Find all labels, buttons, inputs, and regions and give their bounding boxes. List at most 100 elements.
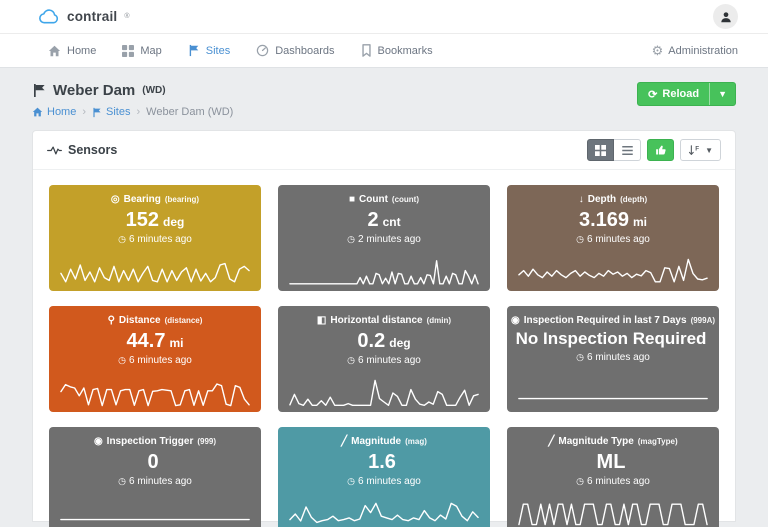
cloud-icon [39, 9, 59, 24]
user-avatar[interactable] [713, 4, 738, 29]
list-icon [621, 145, 633, 155]
site-name: Weber Dam [53, 82, 136, 99]
sensor-card-bearing[interactable]: ◎ Bearing (bearing) 152 deg ◷ 6 minutes ago [49, 185, 261, 291]
sensor-value: 152 [125, 209, 160, 231]
sensor-card-inspection-required[interactable]: ◉ Inspection Required in last 7 Days (999A… [507, 306, 719, 412]
svg-text:F: F [695, 145, 699, 152]
flag-icon [34, 84, 45, 97]
gauge-icon [256, 44, 269, 57]
sensor-value: 1.6 [368, 451, 396, 473]
nav-item-dashboards[interactable]: Dashboards [256, 44, 335, 57]
refresh-icon: ⟳ [648, 88, 658, 101]
top-bar: contrail ® [0, 0, 768, 34]
clock-icon: ◷ [347, 476, 356, 486]
clock-icon: ◷ [118, 355, 127, 365]
panel-title: Sensors [47, 143, 117, 157]
sensor-card-horizontal-distance[interactable]: ◧ Horizontal distance (dmin) 0.2 deg ◷ 6 min… [278, 306, 490, 412]
clock-icon: ◷ [576, 351, 585, 362]
reload-button[interactable]: ⟳ Reload ▼ [637, 82, 736, 106]
nav-item-sites[interactable]: Sites [188, 44, 230, 57]
sparkline-chart [288, 256, 480, 288]
sensor-unit: mi [633, 215, 648, 229]
site-code: (WD) [142, 85, 166, 96]
sparkline-chart [517, 377, 709, 409]
gear-icon: ⚙ [651, 43, 664, 58]
clock-icon: ◷ [576, 476, 585, 486]
nav-item-administration[interactable]: ⚙ Administration [651, 43, 738, 58]
sensor-value: 0.2 [357, 330, 386, 352]
clock-icon: ◷ [118, 476, 127, 486]
grid-icon [595, 144, 607, 156]
sensor-unit: cnt [382, 215, 401, 229]
sensor-value: 44.7 [126, 330, 166, 352]
person-icon [720, 11, 731, 22]
list-view-button[interactable] [614, 139, 642, 161]
nav-item-home[interactable]: Home [48, 45, 96, 57]
dot-circle-icon: ◉ [511, 314, 520, 326]
sort-icon: F [688, 144, 699, 155]
last-updated: 6 minutes ago [587, 234, 650, 245]
activity-icon [47, 145, 62, 155]
page-title: Weber Dam (WD) [32, 82, 233, 99]
bookmark-icon [361, 44, 371, 57]
last-updated: 6 minutes ago [358, 476, 421, 487]
home-icon [48, 45, 61, 56]
nav-item-map[interactable]: Map [122, 44, 162, 57]
breadcrumb-current: Weber Dam (WD) [146, 106, 234, 118]
sensor-card-depth[interactable]: ↓ Depth (depth) 3.169 mi ◷ 6 minutes ago [507, 185, 719, 291]
sensor-value: 0 [147, 451, 159, 473]
clock-icon: ◷ [118, 234, 127, 244]
breadcrumb-separator: › [82, 106, 87, 118]
breadcrumb-home[interactable]: Home [32, 106, 76, 118]
sparkline-chart [288, 377, 480, 409]
sensor-grid: ◎ Bearing (bearing) 152 deg ◷ 6 minutes ago … [33, 170, 735, 527]
thumbs-up-icon [655, 145, 666, 155]
sensor-card-distance[interactable]: ⚲ Distance (distance) 44.7 mi ◷ 6 minutes ag… [49, 306, 261, 412]
sensor-unit: mi [169, 336, 184, 350]
reload-dropdown-caret[interactable]: ▼ [709, 83, 735, 105]
sensor-card-inspection-trigger[interactable]: ◉ Inspection Trigger (999) 0 ◷ 6 minutes ag… [49, 427, 261, 527]
sensor-unit: deg [389, 336, 411, 350]
last-updated: 2 minutes ago [358, 234, 421, 245]
map-icon [122, 44, 135, 57]
sort-dropdown-button[interactable]: F ▼ [680, 139, 721, 161]
last-updated: 6 minutes ago [129, 234, 192, 245]
slash-icon: ╱ [548, 435, 555, 447]
sensor-card-magnitude[interactable]: ╱ Magnitude (mag) 1.6 ◷ 6 minutes ago [278, 427, 490, 527]
sparkline-chart [59, 377, 251, 409]
flag-icon [93, 107, 101, 117]
grid-view-button[interactable] [587, 139, 615, 161]
street-view-icon: ⚲ [107, 314, 115, 326]
sensor-unit: deg [163, 215, 185, 229]
breadcrumb-sites[interactable]: Sites [92, 106, 130, 118]
sensor-value: No Inspection Required [515, 329, 707, 348]
arrow-down-icon: ↓ [578, 193, 584, 205]
breadcrumb: Home › Sites › Weber Dam (WD) [32, 106, 233, 118]
brand-logo[interactable]: contrail ® [38, 9, 130, 24]
approve-button[interactable] [647, 139, 675, 161]
flag-icon [189, 44, 199, 57]
breadcrumb-separator: › [136, 106, 141, 118]
last-updated: 6 minutes ago [587, 351, 650, 363]
brand-name: contrail [67, 9, 118, 24]
sort-caret-icon: ▼ [705, 145, 713, 155]
last-updated: 6 minutes ago [587, 476, 650, 487]
compass-icon: ◎ [110, 193, 120, 205]
main-nav: Home Map Sites Dashboards [0, 34, 768, 68]
sparkline-chart [288, 498, 480, 527]
last-updated: 6 minutes ago [358, 355, 421, 366]
last-updated: 6 minutes ago [129, 355, 192, 366]
sensor-card-magnitude-type[interactable]: ╱ Magnitude Type (magType) ML ◷ 6 minutes a… [507, 427, 719, 527]
sensors-panel: Sensors [32, 130, 736, 527]
slash-icon: ╱ [341, 435, 348, 447]
sensor-card-count[interactable]: ■ Count (count) 2 cnt ◷ 2 minutes ago [278, 185, 490, 291]
sparkline-chart [517, 256, 709, 288]
home-icon [32, 107, 43, 117]
nav-item-bookmarks[interactable]: Bookmarks [361, 44, 433, 57]
sensor-value: 2 [367, 209, 379, 231]
sparkline-chart [517, 498, 709, 527]
last-updated: 6 minutes ago [129, 476, 192, 487]
page-content: Weber Dam (WD) Home › Sites › Weber Dam [0, 68, 768, 527]
sparkline-chart [59, 498, 251, 527]
sensor-value: ML [596, 451, 626, 473]
